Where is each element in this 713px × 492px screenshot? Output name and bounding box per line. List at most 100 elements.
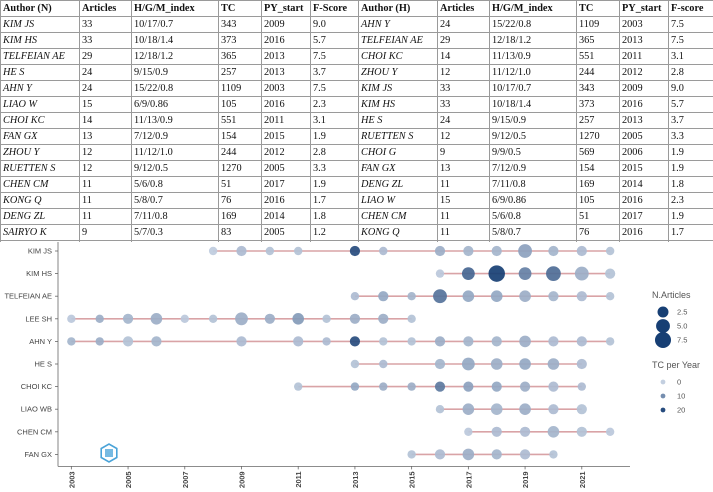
data-point — [294, 382, 303, 391]
author-name-cell: KIM JS — [358, 80, 438, 97]
table-cell: 9.0 — [668, 80, 713, 97]
data-point — [491, 426, 502, 437]
data-point — [548, 336, 559, 347]
table-cell: 2013 — [619, 112, 669, 129]
table-cell: 2015 — [619, 160, 669, 177]
data-point — [548, 404, 559, 415]
author-name-cell: KIM JS — [0, 16, 80, 33]
data-point — [462, 290, 475, 303]
table-cell: 5.7 — [310, 32, 359, 49]
table-header-row: Author (N) Articles H/G/M_index TC PY_start F… — [0, 0, 713, 17]
table-cell: 51 — [218, 176, 262, 193]
table-cell: 1.7 — [668, 224, 713, 241]
data-point — [548, 381, 559, 392]
data-point — [605, 427, 615, 436]
data-point — [122, 313, 134, 324]
table-cell: 2006 — [619, 144, 669, 161]
table-cell: 13 — [437, 160, 490, 177]
data-point — [463, 336, 474, 347]
table-row: CHOI KC 14 11/13/0.9 551 2011 3.1 HE S 24 9/15/0… — [0, 112, 713, 129]
data-point — [407, 314, 416, 323]
table-cell: 551 — [218, 112, 262, 129]
data-point — [519, 335, 531, 348]
table-cell: 9/9/0.5 — [489, 144, 577, 161]
data-point — [379, 246, 388, 256]
table-cell: 2016 — [619, 96, 669, 113]
x-tick-label: 2003 — [67, 471, 76, 488]
data-point — [463, 245, 474, 257]
legend-size-title: N.Articles — [652, 290, 691, 300]
data-point — [434, 336, 446, 347]
table-cell: 2.8 — [668, 64, 713, 81]
data-point — [435, 405, 445, 414]
data-point — [548, 291, 559, 302]
y-tick-label: CHEN CM — [17, 427, 52, 436]
table-cell: 2016 — [619, 224, 669, 241]
table-cell: 2009 — [261, 16, 311, 33]
table-cell: 2011 — [619, 48, 669, 65]
data-point — [350, 359, 360, 369]
data-point — [491, 336, 502, 347]
table-cell: 244 — [576, 64, 620, 81]
table-cell: 15 — [79, 96, 132, 113]
table-cell: 76 — [218, 192, 262, 209]
table-cell: 14 — [79, 112, 132, 129]
table-cell: 11/12/1.0 — [489, 64, 577, 81]
author-name-cell: FAN GX — [0, 128, 80, 145]
table-cell: 11/13/0.9 — [131, 112, 219, 129]
table-cell: 10/18/1.4 — [131, 32, 219, 49]
table-cell: 2.3 — [668, 192, 713, 209]
table-cell: 2.8 — [310, 144, 359, 161]
data-point — [235, 312, 248, 326]
table-cell: 11 — [437, 208, 490, 225]
data-point — [518, 267, 532, 280]
table-cell: 5/7/0.3 — [131, 224, 219, 241]
table-cell: 244 — [218, 144, 262, 161]
data-point — [151, 336, 162, 347]
legend-size-swatch — [657, 306, 669, 318]
author-name-cell: TELFEIAN AE — [0, 48, 80, 65]
table-cell: 3.7 — [668, 112, 713, 129]
data-point — [519, 381, 531, 392]
author-name-cell: CHOI KC — [0, 112, 80, 129]
author-name-cell: CHEN CM — [0, 176, 80, 193]
legend-color-swatch — [660, 379, 666, 385]
data-point — [576, 336, 587, 347]
data-point — [491, 449, 502, 460]
table-cell: 2016 — [261, 96, 311, 113]
author-name-cell: ZHOU Y — [0, 144, 80, 161]
table-row: DENG ZL 11 7/11/0.8 169 2014 1.8 CHEN CM 11 5/6/… — [0, 208, 713, 225]
data-point — [605, 268, 616, 279]
y-tick-label: AHN Y — [29, 337, 52, 346]
table-cell: 33 — [437, 96, 490, 113]
data-point — [379, 337, 388, 346]
data-point — [67, 337, 76, 346]
watermark-logo — [100, 443, 118, 463]
author-name-cell: HE S — [358, 112, 438, 129]
table-row: CHEN CM 11 5/6/0.8 51 2017 1.9 DENG ZL 11 7/11/0… — [0, 176, 713, 193]
table-cell: 33 — [79, 32, 132, 49]
table-cell: 7.5 — [668, 16, 713, 33]
x-tick-label: 2015 — [408, 471, 417, 488]
table-cell: 7/12/0.9 — [489, 160, 577, 177]
legend-color-label: 0 — [677, 378, 681, 387]
data-point — [294, 246, 303, 256]
table-cell: 15/22/0.8 — [131, 80, 219, 97]
data-point — [488, 265, 505, 282]
data-point — [407, 337, 416, 346]
table-cell: 12 — [437, 64, 490, 81]
table-cell: 257 — [576, 112, 620, 129]
table-cell: 33 — [437, 80, 490, 97]
data-point — [519, 426, 531, 437]
data-point — [461, 357, 475, 371]
data-point — [461, 267, 475, 280]
table-cell: 105 — [218, 96, 262, 113]
table-cell: 1.9 — [668, 144, 713, 161]
table-cell: 10/17/0.7 — [131, 16, 219, 33]
data-point — [519, 449, 531, 460]
table-cell: 3.7 — [310, 64, 359, 81]
y-tick-label: CHOI KC — [21, 382, 53, 391]
table-cell: 373 — [576, 96, 620, 113]
data-point — [605, 246, 615, 256]
data-point — [292, 312, 305, 325]
